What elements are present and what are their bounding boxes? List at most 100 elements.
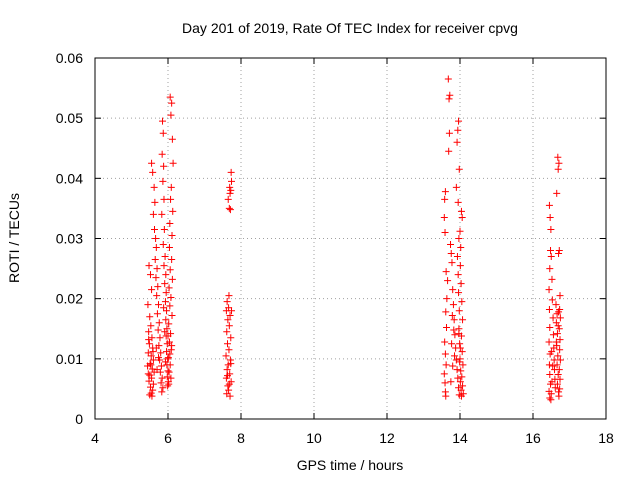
data-point — [161, 328, 169, 336]
data-point — [159, 117, 167, 125]
data-point — [225, 386, 233, 394]
data-point — [550, 356, 558, 364]
data-point — [448, 312, 456, 320]
data-point — [442, 392, 450, 400]
y-tick-label: 0.02 — [56, 291, 83, 307]
data-point — [227, 360, 235, 368]
data-point — [552, 301, 560, 309]
data-point — [167, 293, 175, 301]
data-point — [149, 356, 157, 364]
data-point — [556, 336, 564, 344]
data-point — [456, 340, 464, 348]
data-point — [452, 356, 460, 364]
data-point — [168, 256, 176, 264]
data-point — [152, 274, 160, 282]
data-point — [554, 322, 562, 330]
data-point — [555, 392, 563, 400]
data-point — [454, 198, 462, 206]
data-point — [224, 195, 232, 203]
x-tick-label: 6 — [164, 430, 172, 446]
data-point — [227, 334, 235, 342]
data-point — [161, 298, 169, 306]
data-point — [545, 305, 553, 313]
data-point — [455, 165, 463, 173]
data-point — [148, 159, 156, 167]
data-point — [455, 307, 463, 315]
data-point — [155, 354, 163, 362]
data-point — [224, 382, 232, 390]
data-point — [161, 280, 169, 288]
data-point — [553, 380, 561, 388]
data-point — [449, 301, 457, 309]
data-point — [151, 256, 159, 264]
data-point — [553, 330, 561, 338]
data-point — [228, 307, 236, 315]
data-point — [154, 326, 162, 334]
data-point — [454, 374, 462, 382]
data-point — [548, 275, 556, 283]
data-point — [457, 280, 465, 288]
data-point — [159, 177, 167, 185]
y-axis-label: ROTI / TECUs — [6, 193, 22, 283]
data-point — [144, 370, 152, 378]
data-point — [555, 159, 563, 167]
data-point — [458, 298, 466, 306]
data-point — [153, 292, 161, 300]
data-point — [547, 253, 555, 261]
data-point — [158, 150, 166, 158]
data-point — [458, 348, 466, 356]
data-point — [448, 340, 456, 348]
data-point — [553, 310, 561, 318]
data-point — [458, 213, 466, 221]
data-point — [157, 349, 165, 357]
data-point — [144, 301, 152, 309]
data-point — [169, 207, 177, 215]
data-point — [459, 316, 467, 324]
data-point — [459, 361, 467, 369]
data-point — [153, 310, 161, 318]
data-point — [144, 362, 152, 370]
data-point — [147, 352, 155, 360]
data-point — [555, 366, 563, 374]
data-point — [225, 346, 233, 354]
data-point — [556, 356, 564, 364]
data-point — [164, 354, 172, 362]
data-point — [153, 366, 161, 374]
data-point — [225, 292, 233, 300]
data-point — [162, 316, 170, 324]
data-point — [224, 316, 232, 324]
data-point — [162, 289, 170, 297]
data-point — [168, 231, 176, 239]
data-point — [166, 219, 174, 227]
data-point — [160, 262, 168, 270]
axis-ticks — [94, 57, 607, 420]
data-point — [225, 204, 233, 212]
data-point — [155, 319, 163, 327]
y-tick-label: 0 — [75, 411, 83, 427]
data-point — [167, 195, 175, 203]
data-point — [149, 386, 157, 394]
data-point — [455, 117, 463, 125]
data-point — [149, 348, 157, 356]
data-point — [440, 213, 448, 221]
data-point — [150, 183, 158, 191]
data-point — [454, 271, 462, 279]
data-point — [552, 338, 560, 346]
data-point — [156, 334, 164, 342]
data-point — [148, 334, 156, 342]
data-point — [547, 390, 555, 398]
data-point — [553, 189, 561, 197]
x-axis-label: GPS time / hours — [297, 457, 404, 473]
data-point — [441, 228, 449, 236]
data-point — [161, 253, 169, 261]
data-point — [165, 284, 173, 292]
data-point — [154, 283, 162, 291]
data-point — [449, 286, 457, 294]
data-point — [145, 262, 153, 270]
data-point — [157, 362, 165, 370]
data-point — [158, 388, 166, 396]
data-point — [545, 338, 553, 346]
data-point — [223, 328, 231, 336]
data-point — [454, 126, 462, 134]
